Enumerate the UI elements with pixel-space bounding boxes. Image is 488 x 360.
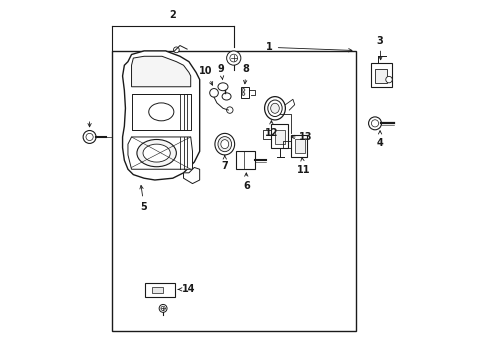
Ellipse shape [218, 136, 231, 152]
Circle shape [86, 134, 93, 140]
Polygon shape [122, 51, 199, 180]
Circle shape [83, 131, 96, 143]
Bar [294, 139, 304, 153]
Text: 3: 3 [376, 36, 383, 60]
Bar [271, 125, 287, 148]
Bar [370, 63, 391, 87]
Circle shape [371, 120, 378, 127]
Text: 9: 9 [217, 64, 224, 80]
Polygon shape [131, 56, 190, 87]
Ellipse shape [142, 144, 170, 162]
Text: 12: 12 [264, 121, 278, 138]
Circle shape [368, 117, 381, 130]
Text: 1: 1 [265, 42, 351, 52]
Text: 5: 5 [140, 185, 147, 212]
Bar [145, 283, 174, 297]
Bar [152, 287, 163, 293]
Text: 7: 7 [221, 156, 228, 171]
Ellipse shape [267, 100, 282, 117]
Ellipse shape [145, 101, 164, 115]
Bar [290, 135, 306, 157]
Bar [374, 69, 386, 83]
Text: 4: 4 [376, 131, 383, 148]
Bar [112, 51, 355, 330]
Text: 14: 14 [182, 284, 195, 294]
Polygon shape [128, 137, 192, 169]
Ellipse shape [140, 98, 169, 119]
Circle shape [209, 89, 218, 97]
Circle shape [161, 306, 165, 311]
Text: 2: 2 [169, 10, 176, 21]
Circle shape [159, 305, 167, 312]
Text: 10: 10 [199, 66, 212, 85]
Circle shape [229, 54, 237, 62]
Ellipse shape [214, 134, 234, 155]
Circle shape [385, 76, 391, 83]
Ellipse shape [218, 83, 227, 91]
Polygon shape [183, 167, 199, 184]
Circle shape [242, 89, 244, 91]
Circle shape [226, 51, 241, 65]
Ellipse shape [221, 140, 228, 149]
Text: 13: 13 [298, 132, 311, 142]
Polygon shape [131, 94, 190, 130]
Circle shape [226, 107, 233, 113]
Ellipse shape [264, 96, 285, 120]
Ellipse shape [270, 103, 279, 113]
Bar [274, 130, 284, 144]
Ellipse shape [222, 93, 230, 100]
Ellipse shape [148, 103, 174, 121]
Text: 8: 8 [243, 64, 249, 84]
Circle shape [173, 47, 179, 53]
Bar [241, 87, 248, 98]
Text: 11: 11 [296, 158, 310, 175]
Circle shape [242, 93, 244, 95]
Text: 6: 6 [243, 173, 249, 191]
Bar [235, 151, 255, 169]
Ellipse shape [137, 139, 176, 167]
